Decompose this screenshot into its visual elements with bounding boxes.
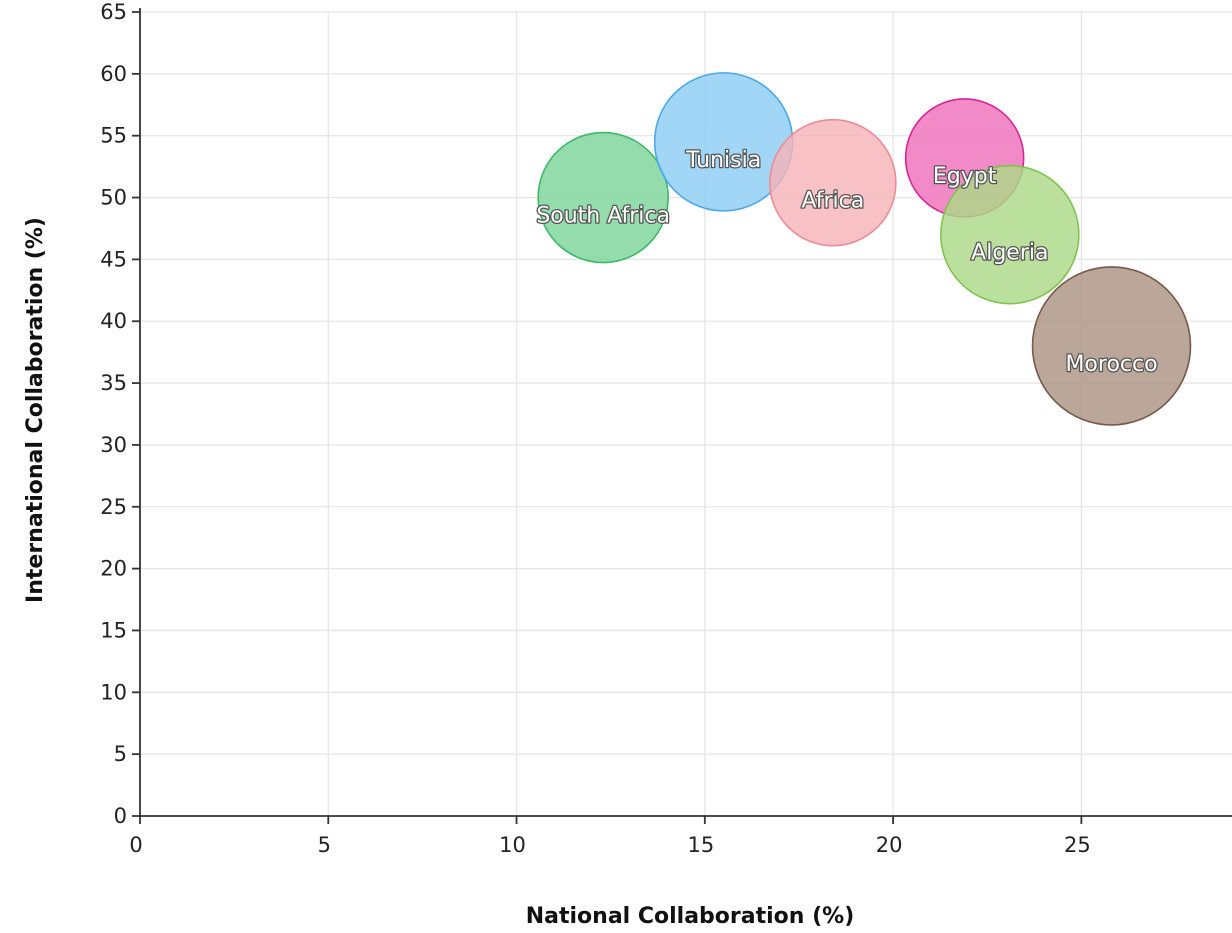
bubble-label-tunisia: Tunisia xyxy=(685,148,761,173)
bubble-label-africa: Africa xyxy=(801,189,864,214)
y-tick-label: 55 xyxy=(100,124,127,148)
bubbles xyxy=(537,72,1192,426)
y-axis-title: International Collaboration (%) xyxy=(23,217,48,603)
x-tick-label: 20 xyxy=(876,833,903,857)
x-tick-label: 0 xyxy=(129,833,142,857)
y-tick-label: 35 xyxy=(100,371,127,395)
x-tick-label: 10 xyxy=(499,833,526,857)
x-tick-label: 15 xyxy=(687,833,714,857)
ticks: 0 5 10 15 20 25 30 35 40 45 50 55 60 65 0 5 10 15 20 25 xyxy=(100,0,1090,857)
bubble-label-egypt: Egypt xyxy=(933,164,997,189)
y-tick-label: 5 xyxy=(114,742,127,766)
y-tick-label: 65 xyxy=(100,0,127,24)
bubble-label-morocco: Morocco xyxy=(1065,352,1157,377)
bubble-label-algeria: Algeria xyxy=(971,241,1048,266)
bubble-algeria[interactable] xyxy=(940,164,1080,305)
bubble-south-africa[interactable] xyxy=(537,131,669,264)
bubble-label-south-africa: South Africa xyxy=(536,204,670,229)
y-tick-label: 45 xyxy=(100,247,127,271)
y-tick-label: 20 xyxy=(100,557,127,581)
axes xyxy=(139,8,1232,817)
x-axis-title: National Collaboration (%) xyxy=(526,904,855,929)
x-tick-label: 5 xyxy=(318,833,331,857)
y-tick-label: 40 xyxy=(100,309,127,333)
x-tick-label: 25 xyxy=(1064,833,1091,857)
y-tick-label: 15 xyxy=(100,618,127,642)
y-tick-label: 0 xyxy=(114,804,127,828)
bubble-morocco[interactable] xyxy=(1031,266,1192,426)
bubble-africa[interactable] xyxy=(769,118,897,247)
y-tick-label: 25 xyxy=(100,495,127,519)
bubble-labels: South Africa Tunisia Africa Egypt Algeria Mor… xyxy=(535,147,1159,379)
y-tick-label: 10 xyxy=(100,680,127,704)
y-tick-label: 50 xyxy=(100,186,127,210)
y-tick-label: 60 xyxy=(100,62,127,86)
y-tick-label: 30 xyxy=(100,433,127,457)
